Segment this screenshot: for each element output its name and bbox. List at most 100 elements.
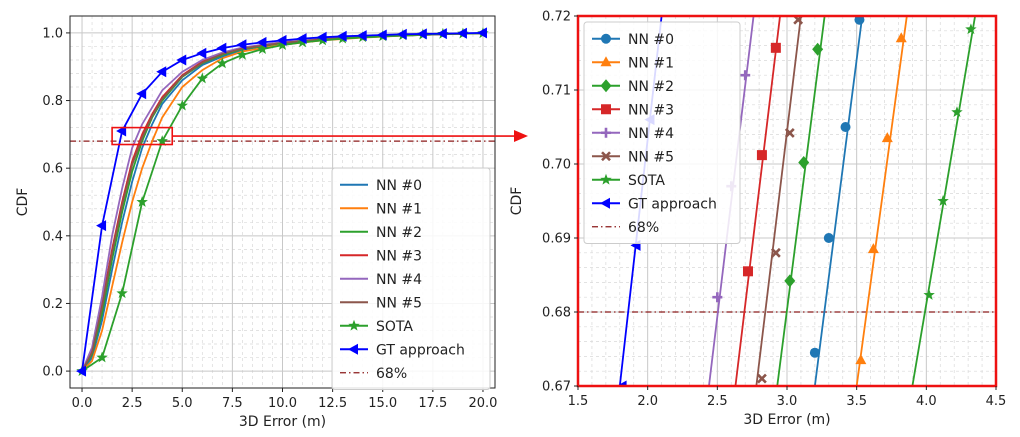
legend-box-0 <box>331 167 491 390</box>
legend-label-1-6: SOTA <box>628 173 665 189</box>
series-marker-1-4-2 <box>740 70 751 81</box>
series-marker-0-7-3 <box>136 88 147 100</box>
series-marker-0-7-7 <box>216 42 227 54</box>
x-tick-label-1-6: 4.5 <box>986 394 1007 409</box>
x-tick-label-0-0: 0.0 <box>72 396 93 411</box>
legend-marker-1-4 <box>601 127 611 138</box>
chart-0: 0.0 2.5 5.0 7.5 10.0 12.5 15.0 17.5 20.0 0.0 0.2 0.… <box>15 15 497 430</box>
series-marker-1-6-2 <box>951 106 963 118</box>
series-marker-0-6-3 <box>136 196 148 207</box>
y-tick-label-0-4: 0.8 <box>42 94 63 109</box>
series-marker-0-7-5 <box>176 54 187 66</box>
zoom-connector-head <box>514 130 528 143</box>
legend-marker-1-7 <box>600 197 610 209</box>
legend-label-1-5: NN #5 <box>628 149 674 165</box>
series-marker-0-7-12 <box>316 31 327 43</box>
series-marker-0-7-18 <box>436 28 447 40</box>
x-tick-label-0-4: 10.0 <box>268 396 297 411</box>
legend-label-0-5: NN #5 <box>376 295 422 311</box>
series-marker-0-7-10 <box>276 34 287 46</box>
legend-0: NN #0 NN #1 NN #2 NN #3 NN #4 NN #5 SOTA GT app… <box>331 167 491 390</box>
legend-box-1 <box>583 21 741 244</box>
legend-1: NN #0 NN #1 NN #2 NN #3 NN #4 NN #5 SOTA GT app… <box>583 21 741 244</box>
x-tick-label-0-6: 15.0 <box>368 396 397 411</box>
series-marker-0-7-16 <box>396 28 407 40</box>
series-marker-0-6-8 <box>236 48 249 60</box>
y-axis-label-0: CDF <box>15 188 31 217</box>
legend-label-0-ref: 68% <box>376 366 407 382</box>
x-tick-label-0-3: 7.5 <box>222 396 243 411</box>
y-tick-label-1-0: 0.67 <box>542 380 571 395</box>
series-marker-0-6-6 <box>196 72 209 84</box>
legend-marker-1-0 <box>601 33 611 44</box>
series-marker-0-7-15 <box>376 29 387 41</box>
legend-label-1-ref: 68% <box>628 220 659 236</box>
series-line-1-5 <box>755 16 802 386</box>
series-marker-0-6-4 <box>156 135 168 146</box>
series-marker-1-1-3 <box>895 32 907 43</box>
series-marker-1-7-0 <box>616 380 627 386</box>
x-tick-label-0-7: 17.5 <box>418 396 447 411</box>
legend-marker-1-1 <box>600 56 612 67</box>
series-marker-1-0-3 <box>854 16 865 25</box>
legend-label-1-2: NN #2 <box>628 79 674 95</box>
legend-label-0-7: GT approach <box>376 342 465 358</box>
series-marker-1-4-0 <box>712 292 723 303</box>
x-tick-label-1-0: 1.5 <box>568 394 589 409</box>
series-line-1-2 <box>776 16 826 386</box>
x-tick-label-1-4: 3.5 <box>846 394 867 409</box>
series-marker-1-5-2 <box>784 128 795 138</box>
legend-marker-0-6 <box>348 319 360 331</box>
series-marker-1-1-0 <box>855 354 867 365</box>
legend-marker-1-2 <box>600 79 612 93</box>
series-marker-1-6-0 <box>923 288 935 300</box>
legend-label-0-4: NN #4 <box>376 272 422 288</box>
y-axis-label-1: CDF <box>509 187 525 216</box>
y-tick-label-0-0: 0.0 <box>42 365 63 380</box>
y-tick-label-0-1: 0.2 <box>42 297 63 312</box>
legend-label-1-7: GT approach <box>628 196 717 212</box>
series-marker-1-0-2 <box>840 122 851 132</box>
series-marker-1-1-1 <box>867 243 879 254</box>
series-line-1-1 <box>855 16 908 386</box>
series-marker-0-7-11 <box>296 33 307 45</box>
series-marker-0-7-8 <box>236 39 247 51</box>
legend-label-1-3: NN #3 <box>628 102 674 118</box>
y-tick-label-1-1: 0.68 <box>542 306 571 321</box>
y-tick-label-0-3: 0.6 <box>42 162 63 177</box>
series-marker-1-2-0 <box>784 274 796 288</box>
series-marker-0-7-14 <box>356 30 367 42</box>
series-marker-0-6-7 <box>216 57 229 69</box>
x-axis-label-1: 3D Error (m) <box>743 412 830 428</box>
series-marker-1-3-2 <box>770 42 781 53</box>
x-tick-label-1-5: 4.0 <box>916 394 937 409</box>
x-tick-label-0-1: 2.5 <box>122 396 143 411</box>
series-line-1-0 <box>813 16 864 386</box>
legend-label-1-4: NN #4 <box>628 126 674 142</box>
x-tick-label-0-5: 12.5 <box>318 396 347 411</box>
legend-marker-1-3 <box>601 104 611 115</box>
series-marker-1-2-1 <box>798 156 810 170</box>
series-marker-0-7-20 <box>476 27 487 39</box>
chart-1: 1.5 2.0 2.5 3.0 3.5 4.0 4.5 0.67 0.68 0.69 0.70 0.7… <box>509 10 1006 429</box>
series-marker-0-7-13 <box>336 30 347 42</box>
series-marker-0-6-2 <box>116 287 128 299</box>
legend-label-0-2: NN #2 <box>376 225 422 241</box>
series-marker-0-6-9 <box>256 43 269 54</box>
y-tick-label-0-5: 1.0 <box>42 26 63 41</box>
y-tick-label-1-5: 0.72 <box>542 10 571 25</box>
legend-label-0-0: NN #0 <box>376 178 422 194</box>
x-tick-label-1-2: 2.5 <box>707 394 728 409</box>
y-tick-label-1-3: 0.70 <box>542 158 571 173</box>
legend-marker-1-5 <box>601 151 611 162</box>
x-tick-label-0-8: 20.0 <box>468 396 497 411</box>
x-tick-label-1-3: 3.0 <box>777 394 798 409</box>
series-marker-0-7-17 <box>416 28 427 40</box>
x-axis-label-0: 3D Error (m) <box>239 414 326 430</box>
x-tick-label-1-1: 2.0 <box>637 394 658 409</box>
series-group-0 <box>76 27 489 377</box>
x-tick-label-0-2: 5.0 <box>172 396 193 411</box>
series-marker-1-2-2 <box>812 42 824 56</box>
series-marker-0-7-4 <box>156 66 167 78</box>
